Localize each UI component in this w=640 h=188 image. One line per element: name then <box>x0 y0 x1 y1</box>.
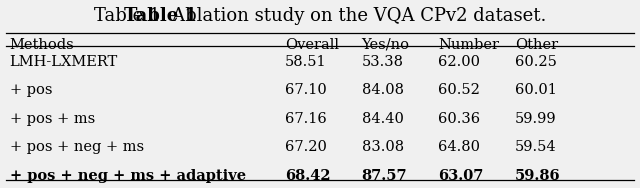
Text: + pos: + pos <box>10 83 52 97</box>
Text: + pos + neg + ms: + pos + neg + ms <box>10 140 144 154</box>
Text: 59.86: 59.86 <box>515 169 561 183</box>
Text: 84.40: 84.40 <box>362 112 403 126</box>
Text: 67.20: 67.20 <box>285 140 326 154</box>
Text: 83.08: 83.08 <box>362 140 404 154</box>
Text: 60.25: 60.25 <box>515 55 557 68</box>
Text: LMH-LXMERT: LMH-LXMERT <box>10 55 118 68</box>
Text: Overall: Overall <box>285 38 339 52</box>
Text: 60.52: 60.52 <box>438 83 480 97</box>
Text: 60.36: 60.36 <box>438 112 481 126</box>
Text: + pos + ms: + pos + ms <box>10 112 95 126</box>
Text: Methods: Methods <box>10 38 74 52</box>
Text: Other: Other <box>515 38 558 52</box>
Text: 87.57: 87.57 <box>362 169 407 183</box>
Text: 67.16: 67.16 <box>285 112 326 126</box>
Text: 64.80: 64.80 <box>438 140 481 154</box>
Text: 67.10: 67.10 <box>285 83 326 97</box>
Text: 63.07: 63.07 <box>438 169 484 183</box>
Text: 84.08: 84.08 <box>362 83 404 97</box>
Text: + pos + neg + ms + adaptive: + pos + neg + ms + adaptive <box>10 169 246 183</box>
Text: 68.42: 68.42 <box>285 169 330 183</box>
Text: 60.01: 60.01 <box>515 83 557 97</box>
Text: 58.51: 58.51 <box>285 55 326 68</box>
Text: Table 1. Ablation study on the VQA CPv2 dataset.: Table 1. Ablation study on the VQA CPv2 … <box>94 7 546 25</box>
Text: 59.54: 59.54 <box>515 140 557 154</box>
Text: Number: Number <box>438 38 499 52</box>
Text: Yes/no: Yes/no <box>362 38 410 52</box>
Text: 62.00: 62.00 <box>438 55 481 68</box>
Text: Table 1: Table 1 <box>124 7 197 25</box>
Text: 53.38: 53.38 <box>362 55 404 68</box>
Text: 59.99: 59.99 <box>515 112 557 126</box>
